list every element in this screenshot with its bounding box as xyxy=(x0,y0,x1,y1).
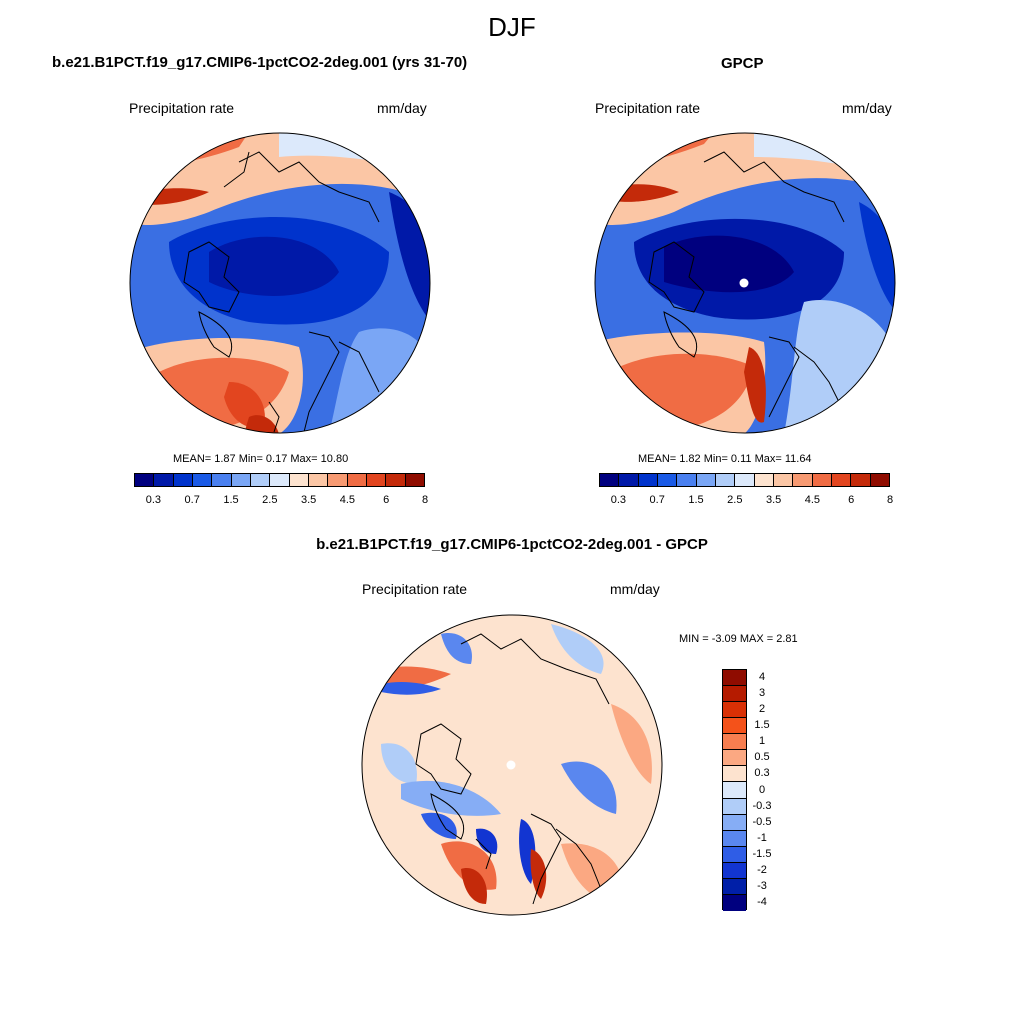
panel-a-title: b.e21.B1PCT.f19_g17.CMIP6-1pctCO2-2deg.0… xyxy=(52,54,468,71)
colorbar-swatch xyxy=(270,474,290,486)
colorbar-swatch xyxy=(723,766,746,783)
colorbar-swatch xyxy=(723,750,746,767)
colorbar-swatch xyxy=(289,474,309,486)
colorbar-tick-label: -0.3 xyxy=(752,799,772,812)
colorbar-swatch xyxy=(793,474,813,486)
colorbar-tick-label: 3.5 xyxy=(765,494,782,506)
colorbar-tick-label: 6 xyxy=(848,494,855,506)
colorbar-tick-label: 1.5 xyxy=(223,494,239,506)
colorbar-swatch xyxy=(154,474,174,486)
panel-b-colorbar xyxy=(599,473,890,487)
panel-c-stats: MIN = -3.09 MAX = 2.81 xyxy=(679,633,798,645)
colorbar-tick-label: 1.5 xyxy=(754,719,770,732)
figure-title: DJF xyxy=(488,12,536,42)
panel-c-units: mm/day xyxy=(610,581,660,597)
colorbar-swatch xyxy=(831,474,852,486)
panel-c-variable: Precipitation rate xyxy=(362,581,468,597)
colorbar-swatch xyxy=(405,474,424,486)
colorbar-tick-label: 2.5 xyxy=(727,494,743,506)
colorbar-tick-label: 4.5 xyxy=(339,494,356,506)
panel-b-variable: Precipitation rate xyxy=(595,100,701,116)
colorbar-swatch xyxy=(723,846,746,863)
colorbar-swatch xyxy=(328,474,348,486)
colorbar-tick-label: 3 xyxy=(758,687,766,700)
colorbar-swatch xyxy=(173,474,193,486)
colorbar-swatch xyxy=(870,474,889,486)
colorbar-swatch xyxy=(231,474,251,486)
colorbar-swatch xyxy=(135,474,155,486)
colorbar-tick-label: 0.7 xyxy=(184,494,200,506)
colorbar-tick-label: 8 xyxy=(886,494,894,506)
colorbar-swatch xyxy=(212,474,232,486)
colorbar-swatch xyxy=(723,798,746,815)
panel-a-colorbar xyxy=(134,473,425,487)
colorbar-swatch xyxy=(723,670,746,687)
colorbar-tick-label: 4.5 xyxy=(804,494,821,506)
colorbar-swatch xyxy=(851,474,871,486)
panel-c-colorbar-ticks: 4 3 2 1.5 1 0.5 0.3 0 -0.3 -0.5 -1 -1.5 -2 -3 -4 xyxy=(753,669,792,910)
colorbar-swatch xyxy=(723,830,746,847)
colorbar-tick-label: -1.5 xyxy=(752,847,772,860)
colorbar-tick-label: 4 xyxy=(758,671,766,684)
colorbar-tick-label: -0.5 xyxy=(752,815,772,828)
panel-c-polar-map xyxy=(361,614,663,916)
colorbar-swatch xyxy=(735,474,755,486)
colorbar-swatch xyxy=(657,474,678,486)
colorbar-swatch xyxy=(677,474,697,486)
colorbar-swatch xyxy=(723,702,746,719)
panel-b-polar-map xyxy=(594,132,896,434)
colorbar-tick-label: 0.7 xyxy=(649,494,665,506)
colorbar-swatch xyxy=(723,814,746,831)
colorbar-tick-label: 0.3 xyxy=(145,494,162,506)
colorbar-tick-label: 2 xyxy=(758,703,766,716)
panel-c-title: b.e21.B1PCT.f19_g17.CMIP6-1pctCO2-2deg.0… xyxy=(316,536,708,553)
colorbar-tick-label: -2 xyxy=(757,863,767,876)
colorbar-tick-label: -1 xyxy=(757,831,767,844)
colorbar-swatch xyxy=(638,474,658,486)
panel-b-stats: MEAN= 1.82 Min= 0.11 Max= 11.64 xyxy=(638,453,812,465)
colorbar-tick-label: 0.3 xyxy=(610,494,627,506)
panel-b-units: mm/day xyxy=(842,100,892,116)
panel-a-units: mm/day xyxy=(377,100,427,116)
colorbar-swatch xyxy=(754,474,774,486)
colorbar-swatch xyxy=(715,474,736,486)
colorbar-swatch xyxy=(696,474,716,486)
colorbar-swatch xyxy=(250,474,271,486)
colorbar-swatch xyxy=(386,474,406,486)
panel-c-colorbar xyxy=(722,669,747,911)
colorbar-tick-label: 0 xyxy=(758,783,766,796)
colorbar-swatch xyxy=(812,474,832,486)
colorbar-swatch xyxy=(619,474,639,486)
colorbar-swatch xyxy=(723,782,746,799)
colorbar-tick-label: 1 xyxy=(758,735,766,748)
colorbar-tick-label: 8 xyxy=(421,494,429,506)
colorbar-swatch xyxy=(192,474,213,486)
colorbar-swatch xyxy=(723,894,746,911)
panel-a-polar-map xyxy=(129,132,431,434)
panel-a-stats: MEAN= 1.87 Min= 0.17 Max= 10.80 xyxy=(173,453,349,465)
colorbar-swatch xyxy=(723,686,746,703)
colorbar-tick-label: -3 xyxy=(757,879,767,892)
colorbar-swatch xyxy=(773,474,794,486)
colorbar-swatch xyxy=(347,474,367,486)
panel-a-variable: Precipitation rate xyxy=(129,100,235,116)
colorbar-tick-label: 2.5 xyxy=(262,494,278,506)
colorbar-swatch xyxy=(723,878,746,895)
colorbar-swatch xyxy=(723,734,746,751)
colorbar-tick-label: -4 xyxy=(757,895,767,908)
colorbar-tick-label: 0.3 xyxy=(754,767,770,780)
colorbar-swatch xyxy=(600,474,620,486)
colorbar-swatch xyxy=(308,474,329,486)
colorbar-tick-label: 6 xyxy=(383,494,390,506)
colorbar-swatch xyxy=(723,862,746,879)
colorbar-swatch xyxy=(723,718,746,735)
panel-b-title: GPCP xyxy=(721,55,764,72)
colorbar-tick-label: 1.5 xyxy=(688,494,704,506)
colorbar-tick-label: 0.5 xyxy=(754,751,770,764)
colorbar-swatch xyxy=(366,474,387,486)
colorbar-tick-label: 3.5 xyxy=(300,494,317,506)
